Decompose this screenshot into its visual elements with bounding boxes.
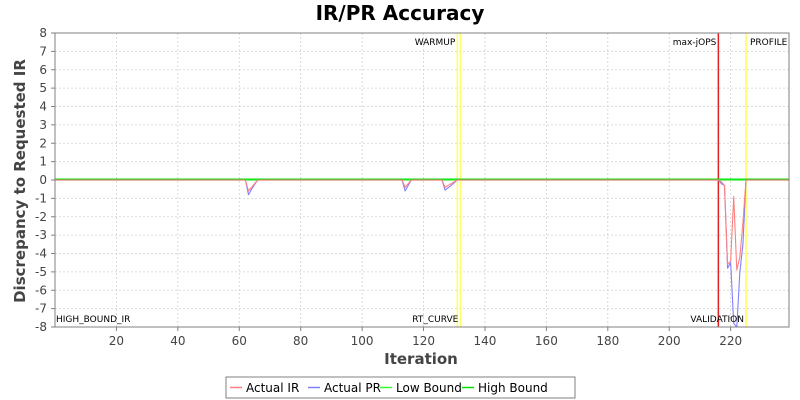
x-tick-label: 40 — [170, 334, 185, 348]
marker-label: max-jOPS — [673, 38, 717, 48]
y-tick-label: -6 — [35, 283, 47, 297]
marker-label: PROFILE — [750, 38, 788, 48]
y-tick-label: 5 — [39, 81, 47, 95]
y-tick-label: -5 — [35, 265, 47, 279]
y-tick-label: 6 — [39, 63, 47, 77]
y-tick-label: 3 — [39, 118, 47, 132]
marker-label: VALIDATION — [690, 315, 744, 325]
y-tick-label: 4 — [39, 100, 47, 114]
y-axis-label: Discrepancy to Requested IR — [11, 59, 29, 303]
y-tick-label: 1 — [39, 155, 47, 169]
y-tick-label: -4 — [35, 247, 47, 261]
y-tick-label: -8 — [35, 320, 47, 334]
x-tick-label: 20 — [109, 334, 124, 348]
y-tick-label: -3 — [35, 228, 47, 242]
y-tick-label: 7 — [39, 44, 47, 58]
x-axis-label: Iteration — [384, 350, 458, 368]
legend-entry: Actual PR — [324, 381, 381, 395]
x-tick-label: 60 — [232, 334, 247, 348]
y-tick-label: 0 — [39, 173, 47, 187]
legend-entry: Actual IR — [246, 381, 299, 395]
legend-entry: High Bound — [478, 381, 548, 395]
x-tick-label: 100 — [351, 334, 374, 348]
y-tick-label: 8 — [39, 26, 47, 40]
bound-label: HIGH_BOUND_IR — [56, 315, 130, 325]
marker-label: WARMUP — [415, 38, 456, 48]
x-tick-label: 140 — [474, 334, 497, 348]
legend-box — [225, 376, 576, 399]
y-tick-label: -2 — [35, 210, 47, 224]
x-tick-label: 180 — [596, 334, 619, 348]
x-tick-label: 80 — [293, 334, 308, 348]
y-tick-label: -1 — [35, 191, 47, 205]
y-tick-label: -7 — [35, 302, 47, 316]
chart-title: IR/PR Accuracy — [316, 1, 485, 25]
legend: Actual IR Actual PR Low Bound High Bound — [225, 376, 576, 399]
series-line — [55, 179, 789, 271]
x-tick-label: 160 — [535, 334, 558, 348]
x-tick-label: 220 — [719, 334, 742, 348]
legend-entry: Low Bound — [396, 381, 462, 395]
marker-label: RT_CURVE — [412, 315, 458, 325]
y-tick-label: 2 — [39, 136, 47, 150]
x-tick-label: 120 — [412, 334, 435, 348]
x-tick-label: 200 — [658, 334, 681, 348]
